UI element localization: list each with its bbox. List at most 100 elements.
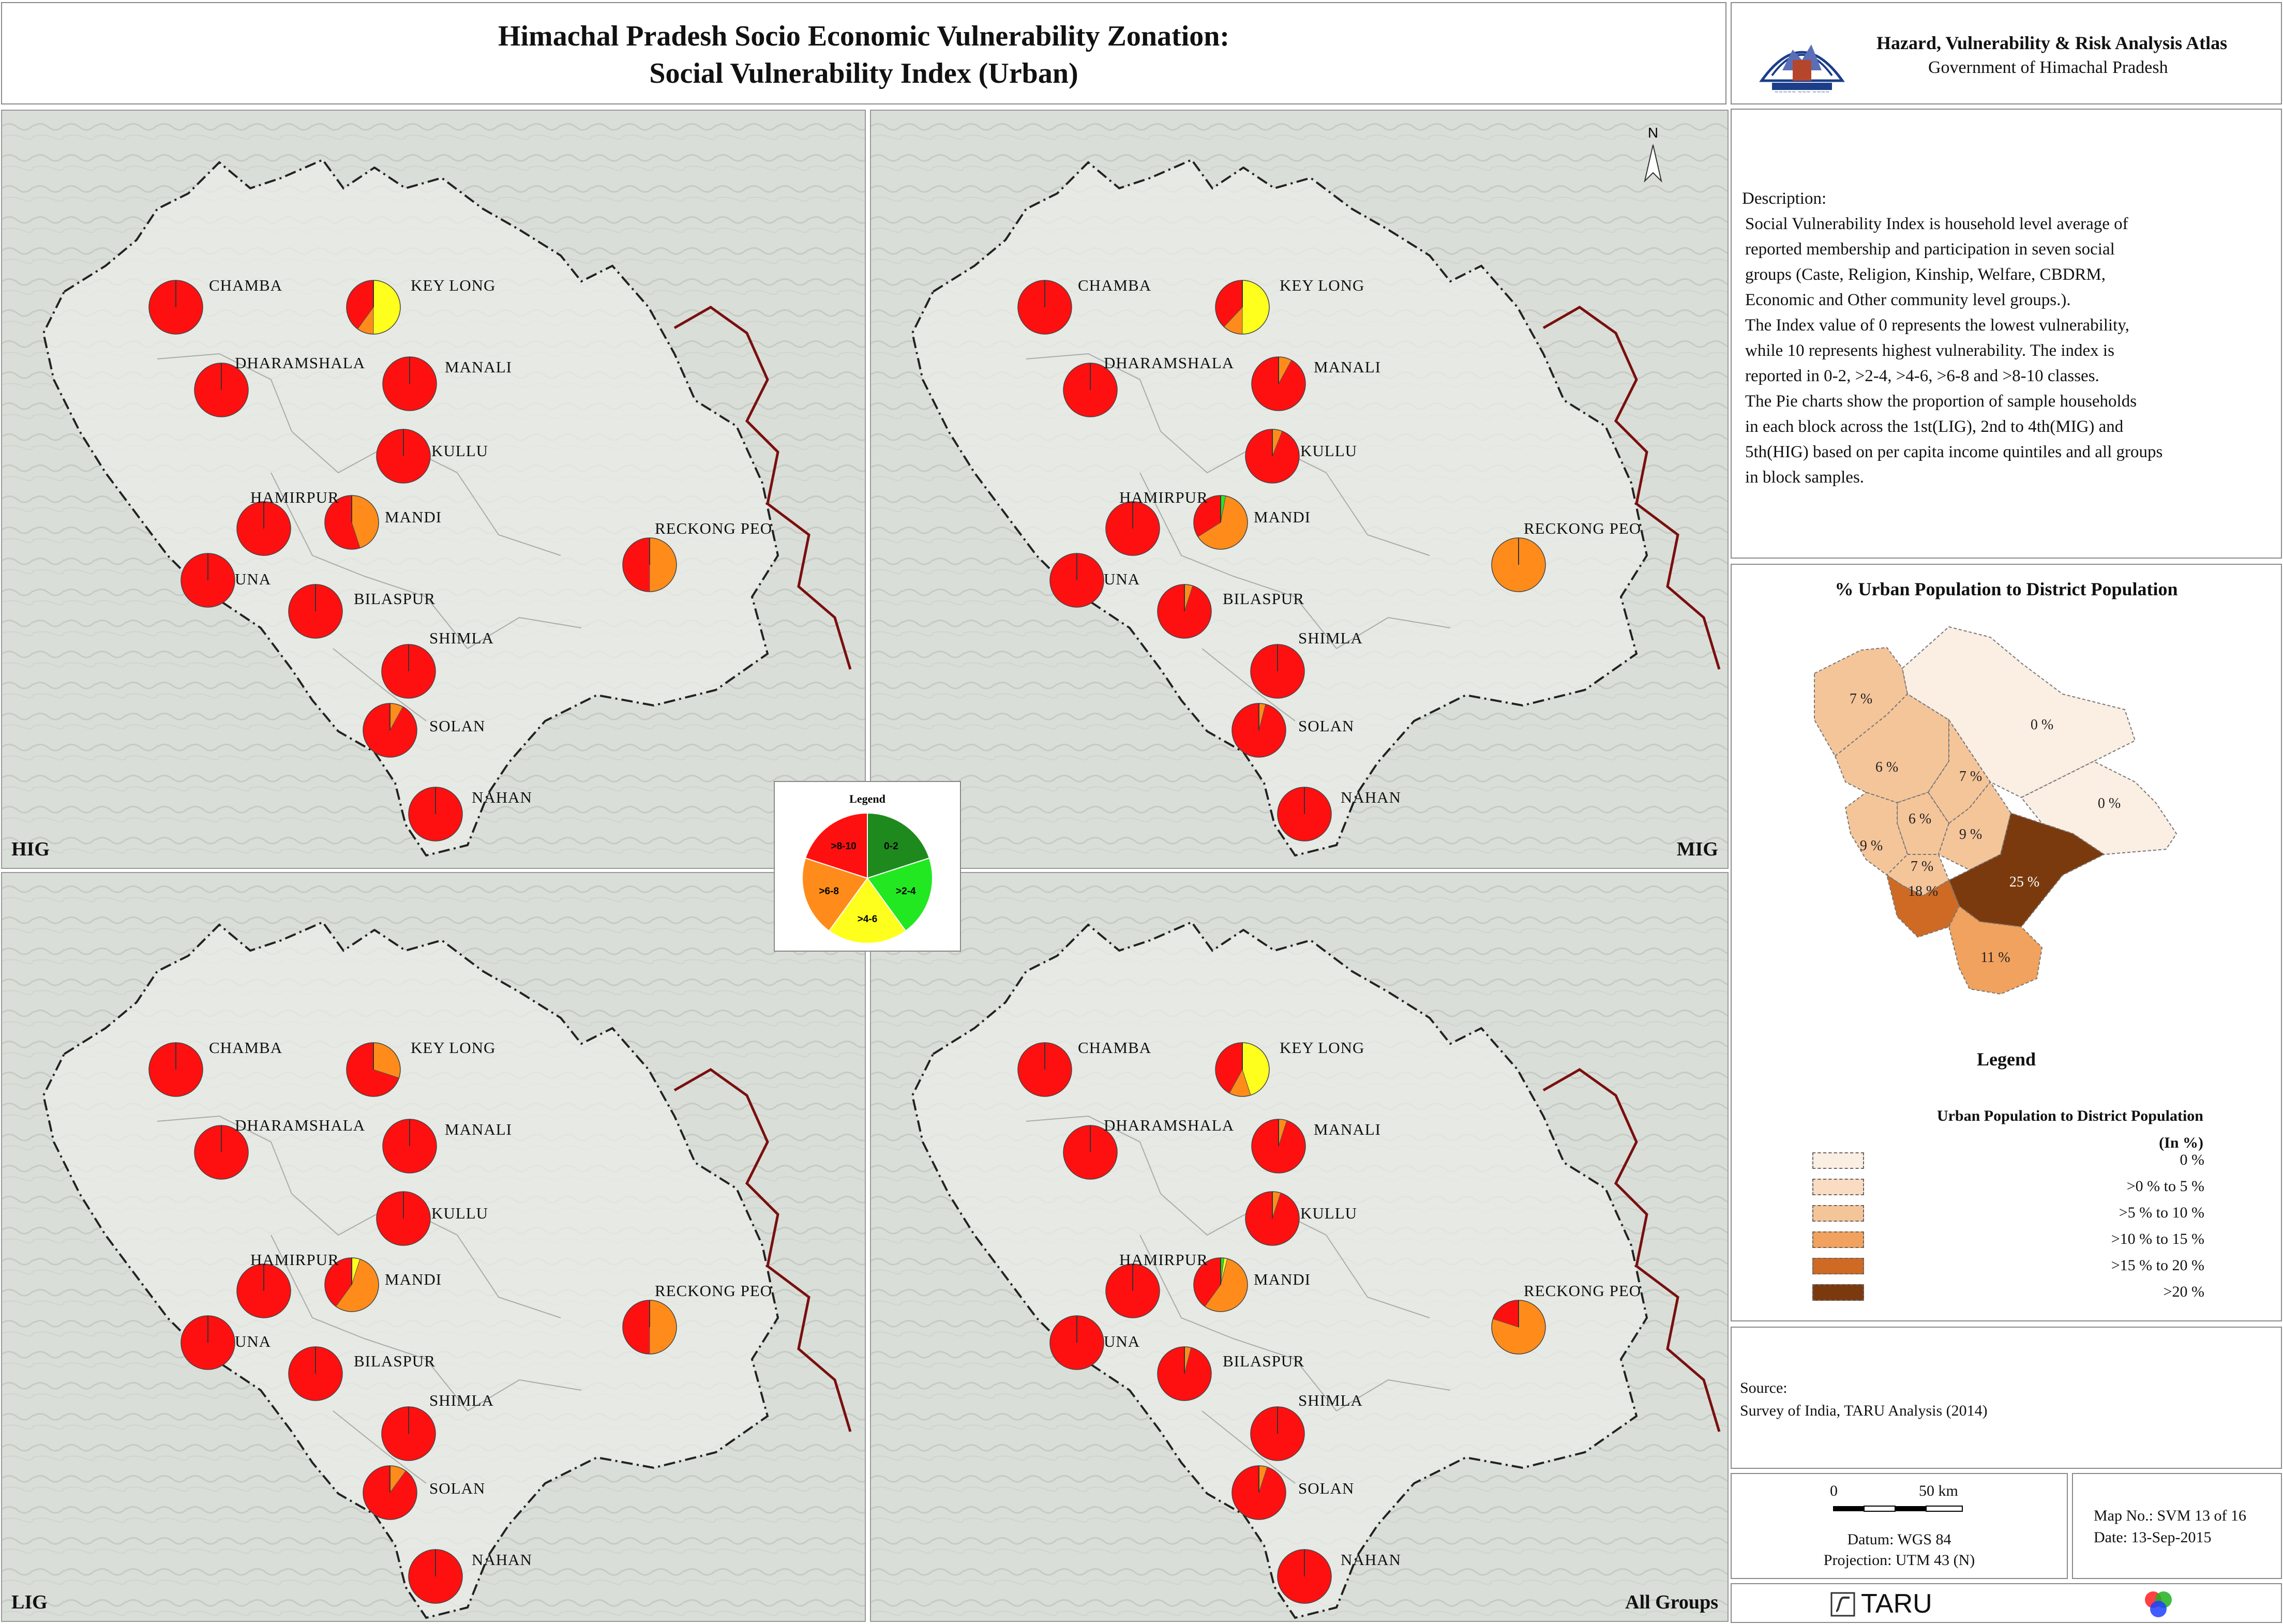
pie-solan [363, 703, 417, 758]
place-label: DHARAMSHALA [235, 1116, 366, 1134]
pie-nahan [408, 787, 463, 841]
place-label: KULLU [431, 442, 489, 460]
place-label: SHIMLA [429, 1391, 494, 1409]
district-boundary [1233, 1338, 1337, 1411]
urban-population-map: 7 % 0 % 6 % 7 % 6 % 9 % 9 % 7 % 0 % 25 % 18 % 11 % [1814, 626, 2177, 995]
place-label: SOLAN [1298, 1479, 1355, 1497]
legend-label: >20 % [2163, 1283, 2204, 1300]
legend-slice [828, 877, 907, 944]
district-boundary [1139, 472, 1234, 577]
international-boundary [673, 306, 852, 670]
urban-district-label: 7 % [1850, 691, 1872, 707]
pie-manali [382, 1119, 437, 1174]
pie-manali [1251, 356, 1306, 411]
pie-shimla [381, 1406, 436, 1461]
pie-kullu [376, 429, 431, 484]
map-title-box: Himachal Pradesh Socio Economic Vulnerab… [1, 2, 1726, 104]
description-line: in each block across the 1st(LIG), 2nd t… [1745, 417, 2124, 436]
state-emblem-logo: ~~~~~ ~~~ ~~~~ [1759, 44, 1845, 94]
description-heading: Description: [1742, 189, 1827, 208]
pie-bilaspur [288, 584, 343, 639]
legend-label: >10 % to 15 % [2111, 1230, 2204, 1247]
pie-hamirpur [1105, 1264, 1160, 1318]
legend-label: 0 % [2180, 1151, 2205, 1168]
urban-district-label: 7 % [1911, 859, 1933, 875]
projection-text: Projection: UTM 43 (N) [1823, 1552, 1975, 1569]
pie-hamirpur [236, 1264, 291, 1318]
pie-una [181, 553, 235, 608]
atlas-header: ~~~~~ ~~~ ~~~~ Hazard, Vulnerability & R… [1731, 2, 2282, 104]
place-label: KEY LONG [1280, 276, 1365, 294]
pie-bilaspur [288, 1346, 343, 1401]
pie-chamba [1017, 1042, 1072, 1097]
district-boundary [457, 472, 561, 556]
place-label: MANDI [1254, 1270, 1311, 1288]
legend-slice [804, 812, 868, 879]
taru-logo-icon [1830, 1592, 1855, 1617]
legend-label: >5 % to 10 % [2119, 1204, 2204, 1221]
pie-key-long [1215, 1042, 1270, 1097]
taru-logo-text: TARU [1861, 1589, 1932, 1619]
pie-reckong-peo [622, 537, 677, 592]
atlas-name: Hazard, Vulnerability & Risk Analysis At… [1876, 33, 2228, 53]
place-label: UNA [235, 570, 272, 588]
description-line: 5th(HIG) based on per capita income quin… [1745, 443, 2163, 461]
place-label: MANDI [385, 508, 442, 526]
urban-district-label: 9 % [1959, 826, 1982, 843]
place-label: UNA [235, 1332, 272, 1350]
legend-swatch [1812, 1258, 1864, 1274]
description-line: Economic and Other community level group… [1745, 291, 2071, 309]
district-boundary [1336, 616, 1451, 649]
map-title: Himachal Pradesh Socio Economic Vulnerab… [498, 20, 1230, 52]
place-label: SOLAN [429, 1479, 486, 1497]
panel-label: HIG [11, 838, 50, 860]
place-label: NAHAN [472, 1551, 532, 1569]
pie-dharamshala [194, 1125, 249, 1180]
pie-shimla [381, 644, 436, 699]
place-label: UNA [1104, 1332, 1140, 1350]
state-boundary [911, 921, 1648, 1619]
pie-dharamshala [1063, 363, 1118, 417]
place-label: NAHAN [1341, 1551, 1401, 1569]
urban-district [1834, 693, 1949, 804]
place-label: CHAMBA [1078, 276, 1152, 294]
pie-shimla [1250, 644, 1305, 699]
place-label: BILASPUR [1223, 590, 1304, 608]
district-boundary [271, 472, 365, 577]
legend-slice-label: >4-6 [858, 914, 878, 925]
urban-district-label: 25 % [2009, 874, 2039, 890]
place-label: SHIMLA [429, 629, 494, 647]
description-line: groups (Caste, Religion, Kinship, Welfar… [1745, 265, 2106, 284]
place-label: BILASPUR [354, 590, 435, 608]
urban-map-title: % Urban Population to District Populatio… [1835, 579, 2178, 599]
description-line: reported membership and participation in… [1745, 240, 2115, 259]
pie-chamba [148, 1042, 203, 1097]
place-label: MANALI [1314, 358, 1381, 376]
panel-label: LIG [11, 1591, 48, 1613]
pie-legend-chart: Legend 0-2 >2-4 >4-6 >6-8 >8-10 [802, 792, 933, 944]
legend-slice [866, 857, 933, 932]
place-label: NAHAN [1341, 788, 1401, 806]
district-boundary [1233, 576, 1337, 649]
pie-reckong-peo [1491, 1300, 1546, 1355]
logo-bar: TARU [1731, 1583, 2282, 1623]
urban-district-label: 6 % [1875, 759, 1898, 775]
urban-district [2020, 760, 2177, 855]
international-boundary [1542, 1068, 1721, 1432]
legend-label: >15 % to 20 % [2111, 1257, 2204, 1274]
pie-una [181, 1315, 235, 1370]
pie-solan [363, 1465, 417, 1520]
place-label: RECKONG PEO [1524, 519, 1642, 537]
pie-kullu [376, 1191, 431, 1246]
district-boundary [364, 1338, 468, 1411]
legend-slice [802, 857, 868, 932]
place-label: HAMIRPUR [250, 488, 339, 506]
pie-manali [1251, 1119, 1306, 1174]
pie-hamirpur [1105, 501, 1160, 556]
district-boundary [1139, 1235, 1234, 1339]
urban-legend-title: Urban Population to District Population … [1936, 1107, 2203, 1151]
pie-key-long [346, 1042, 401, 1097]
place-label: MANDI [385, 1270, 442, 1288]
scale-zero: 0 [1830, 1482, 1838, 1499]
urban-district-label: 9 % [1860, 838, 1883, 854]
